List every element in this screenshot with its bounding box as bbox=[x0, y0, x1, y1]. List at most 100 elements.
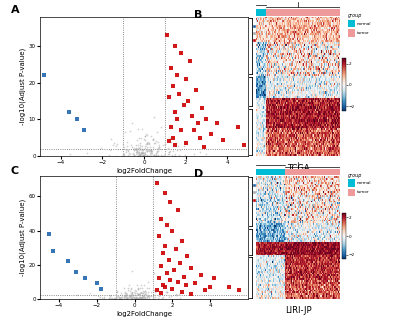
Point bbox=[135, 291, 141, 296]
Point bbox=[136, 285, 143, 290]
Point bbox=[135, 285, 141, 290]
Point bbox=[175, 279, 181, 285]
Point bbox=[174, 73, 180, 78]
Point bbox=[126, 292, 133, 297]
Point bbox=[138, 295, 144, 301]
Point bbox=[142, 294, 149, 300]
Point bbox=[148, 151, 154, 157]
Point bbox=[119, 153, 125, 158]
Point bbox=[138, 282, 144, 287]
Point bbox=[139, 294, 145, 300]
Point bbox=[139, 294, 146, 300]
Y-axis label: -log10(Adjust P-value): -log10(Adjust P-value) bbox=[20, 199, 26, 276]
Point bbox=[144, 294, 150, 300]
Point bbox=[151, 296, 158, 301]
Point bbox=[175, 208, 181, 213]
Point bbox=[126, 283, 132, 288]
Point bbox=[135, 153, 141, 158]
Point bbox=[140, 293, 146, 298]
Point bbox=[142, 288, 148, 293]
Point bbox=[122, 292, 129, 297]
Point bbox=[137, 146, 144, 151]
Point bbox=[114, 289, 120, 294]
Point bbox=[234, 124, 241, 129]
Point bbox=[140, 294, 146, 299]
Point bbox=[241, 142, 247, 148]
Point bbox=[150, 152, 157, 158]
Point bbox=[152, 153, 159, 158]
Point bbox=[136, 151, 143, 157]
Point bbox=[152, 140, 158, 145]
Point bbox=[124, 143, 130, 148]
Text: normal: normal bbox=[357, 181, 371, 185]
Point bbox=[177, 147, 183, 153]
Point bbox=[162, 284, 168, 290]
Point bbox=[164, 151, 171, 156]
Point bbox=[134, 286, 141, 291]
Point bbox=[122, 129, 128, 134]
Point bbox=[196, 149, 203, 155]
Point bbox=[155, 140, 161, 145]
Point bbox=[162, 243, 168, 249]
Point bbox=[94, 281, 100, 286]
Point bbox=[144, 141, 150, 146]
Point bbox=[141, 283, 147, 288]
Point bbox=[150, 137, 156, 142]
Point bbox=[121, 144, 127, 149]
Point bbox=[152, 152, 159, 158]
Point bbox=[166, 149, 172, 155]
Point bbox=[128, 292, 134, 297]
Point bbox=[143, 141, 150, 147]
Point bbox=[138, 290, 144, 295]
Point bbox=[150, 136, 156, 141]
Point bbox=[173, 293, 179, 298]
Point bbox=[170, 135, 176, 140]
Point bbox=[121, 295, 127, 301]
Point bbox=[144, 153, 150, 158]
Point bbox=[122, 293, 128, 298]
Point bbox=[142, 296, 148, 301]
Point bbox=[155, 293, 162, 299]
Point bbox=[142, 149, 148, 154]
Point bbox=[150, 114, 157, 120]
Point bbox=[131, 296, 138, 301]
Point bbox=[155, 148, 161, 153]
Point bbox=[80, 128, 87, 133]
Point bbox=[142, 151, 149, 157]
Point bbox=[154, 146, 161, 151]
Point bbox=[182, 283, 189, 288]
Text: group: group bbox=[348, 13, 362, 18]
Point bbox=[141, 296, 147, 301]
Point bbox=[166, 95, 172, 100]
Point bbox=[131, 152, 137, 157]
Point bbox=[130, 294, 136, 300]
Point bbox=[121, 151, 128, 157]
Point bbox=[107, 293, 113, 298]
Point bbox=[159, 142, 166, 147]
Point bbox=[146, 148, 152, 153]
Point bbox=[160, 153, 167, 158]
Point bbox=[142, 133, 148, 138]
Point bbox=[146, 140, 152, 145]
Point bbox=[132, 295, 139, 301]
Point bbox=[136, 152, 142, 157]
Point bbox=[138, 290, 145, 295]
Point bbox=[136, 295, 142, 301]
Point bbox=[192, 281, 198, 286]
Text: A: A bbox=[11, 5, 20, 16]
Point bbox=[152, 151, 159, 156]
Point bbox=[172, 151, 178, 156]
Point bbox=[118, 290, 124, 295]
Point bbox=[136, 292, 142, 297]
Point bbox=[138, 291, 144, 296]
Point bbox=[182, 76, 189, 82]
Point bbox=[116, 296, 122, 301]
Point bbox=[137, 294, 143, 299]
Point bbox=[195, 121, 201, 126]
Point bbox=[138, 136, 144, 141]
Point bbox=[150, 152, 156, 157]
Point bbox=[140, 290, 147, 296]
Point bbox=[117, 295, 123, 301]
Point bbox=[138, 150, 144, 156]
Point bbox=[150, 271, 157, 276]
